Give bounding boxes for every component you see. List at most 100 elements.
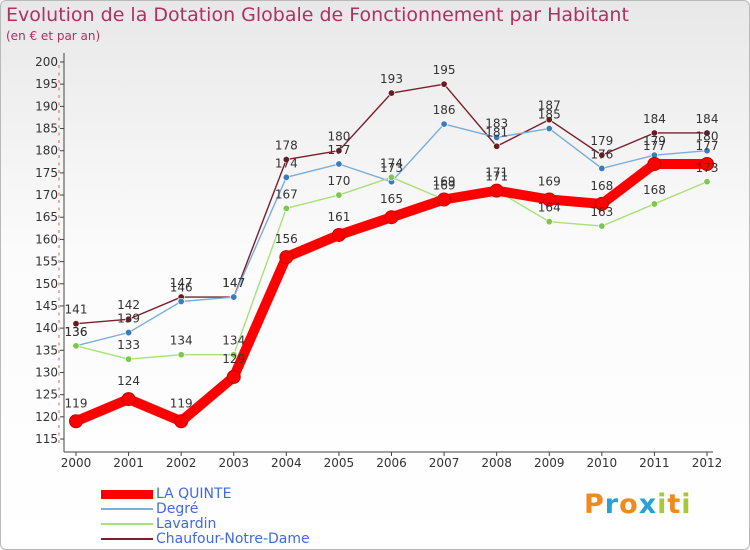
- data-label-lavardin: 171: [485, 170, 508, 184]
- data-point-la-quinte: [437, 192, 452, 207]
- y-tick-label: 175: [35, 166, 58, 180]
- data-label-degre: 185: [538, 108, 561, 122]
- data-label-lavardin: 133: [117, 338, 140, 352]
- data-label-la-quinte: 156: [275, 232, 298, 246]
- data-point-la-quinte: [594, 196, 609, 211]
- x-tick-label: 2001: [113, 456, 144, 470]
- y-tick-label: 160: [35, 232, 58, 246]
- data-point-la-quinte: [69, 414, 83, 429]
- data-label-degre: 176: [590, 147, 613, 161]
- data-label-degre: 146: [170, 281, 193, 295]
- data-point-la-quinte: [331, 227, 346, 242]
- data-label-degre: 136: [65, 325, 88, 339]
- data-point-la-quinte: [174, 414, 189, 429]
- x-tick-label: 2005: [324, 456, 355, 470]
- data-label-lavardin: 134: [170, 334, 193, 348]
- data-label-la-quinte: 129: [222, 352, 245, 366]
- logo-letter: i: [657, 489, 668, 520]
- x-tick-label: 2008: [481, 456, 512, 470]
- data-label-la-quinte: 169: [433, 174, 456, 188]
- data-label-la-quinte: 169: [538, 174, 561, 188]
- y-tick-label: 180: [35, 144, 58, 158]
- legend-item-degre: Degré: [101, 501, 198, 517]
- y-tick-label: 125: [35, 388, 58, 402]
- data-point-lavardin: [703, 178, 711, 186]
- data-label-chaufour-notre-dame: 178: [275, 139, 298, 153]
- y-tick-label: 165: [35, 210, 58, 224]
- data-label-chaufour-notre-dame: 142: [117, 298, 140, 312]
- data-label-chaufour-notre-dame: 184: [643, 112, 666, 126]
- data-point-chaufour-notre-dame: [598, 151, 606, 159]
- logo-letter: r: [604, 489, 620, 520]
- legend-label-lavardin: Lavardin: [156, 516, 217, 532]
- data-point-la-quinte: [279, 250, 294, 265]
- x-tick-label: 2009: [534, 456, 565, 470]
- data-label-chaufour-notre-dame: 187: [538, 99, 561, 113]
- data-point-chaufour-notre-dame: [493, 142, 501, 150]
- data-point-lavardin: [72, 342, 80, 350]
- data-point-lavardin: [650, 200, 658, 208]
- y-tick-label: 140: [35, 321, 58, 335]
- data-label-la-quinte: 171: [485, 166, 508, 180]
- data-label-degre: 183: [485, 116, 508, 130]
- data-point-degre: [545, 125, 553, 133]
- data-label-la-quinte: 177: [696, 139, 719, 153]
- data-point-degre: [282, 173, 290, 181]
- y-tick-label: 185: [35, 122, 58, 136]
- legend-label-chaufour: Chaufour-Notre-Dame: [156, 531, 310, 547]
- data-point-lavardin: [282, 204, 290, 212]
- data-label-la-quinte: 177: [643, 139, 666, 153]
- data-label-degre: 180: [696, 130, 719, 144]
- data-label-la-quinte: 168: [590, 179, 613, 193]
- y-tick-label: 195: [35, 77, 58, 91]
- legend-item-chaufour: Chaufour-Notre-Dame: [101, 531, 310, 547]
- data-labels-layer: 141 142 147 147 178 180 193 195 181 187 179 184 184 1…: [65, 63, 719, 410]
- data-label-lavardin: 169: [433, 178, 456, 192]
- data-label-la-quinte: 124: [117, 374, 140, 388]
- x-tick-label: 2002: [166, 456, 197, 470]
- y-tick-label: 115: [35, 432, 58, 446]
- logo-letter: i: [681, 489, 692, 520]
- data-point-lavardin: [387, 173, 395, 181]
- data-label-degre: 186: [433, 103, 456, 117]
- chart-subtitle: (en € et par an): [6, 29, 101, 43]
- data-label-chaufour-notre-dame: 195: [433, 63, 456, 77]
- logo-letter: P: [584, 489, 605, 520]
- data-point-lavardin: [598, 222, 606, 230]
- data-label-degre: 173: [380, 161, 403, 175]
- data-label-lavardin: 136: [65, 325, 88, 339]
- data-label-chaufour-notre-dame: 141: [65, 303, 88, 317]
- logo-letter: x: [638, 489, 658, 520]
- data-point-degre: [598, 164, 606, 172]
- data-point-lavardin: [177, 351, 185, 359]
- logo-letter: t: [667, 489, 682, 520]
- y-tick-label: 120: [35, 410, 58, 424]
- logo-letter: o: [619, 489, 639, 520]
- data-label-degre: 179: [643, 134, 666, 148]
- x-tick-label: 2006: [376, 456, 407, 470]
- data-label-lavardin: 173: [696, 161, 719, 175]
- data-point-chaufour-notre-dame: [282, 156, 290, 164]
- data-point-degre: [125, 329, 133, 337]
- data-point-degre: [703, 147, 711, 155]
- chart-title: Evolution de la Dotation Globale de Fonc…: [6, 4, 629, 26]
- data-label-degre: 177: [327, 143, 350, 157]
- data-point-la-quinte: [542, 192, 557, 207]
- y-tick-label: 190: [35, 99, 58, 113]
- y-tick-label: 155: [35, 255, 58, 269]
- y-tick-label: 170: [35, 188, 58, 202]
- data-point-chaufour-notre-dame: [703, 129, 711, 137]
- data-label-degre: 174: [275, 156, 298, 170]
- x-tick-label: 2010: [587, 456, 618, 470]
- data-point-chaufour-notre-dame: [335, 147, 343, 155]
- data-point-lavardin: [545, 218, 553, 226]
- data-label-la-quinte: 165: [380, 192, 403, 206]
- data-label-la-quinte: 161: [327, 210, 350, 224]
- data-point-la-quinte: [226, 369, 241, 384]
- data-label-lavardin: 164: [538, 201, 561, 215]
- x-tick-label: 2012: [692, 456, 723, 470]
- legend-label-degre: Degré: [156, 501, 199, 517]
- data-label-la-quinte: 119: [170, 396, 193, 410]
